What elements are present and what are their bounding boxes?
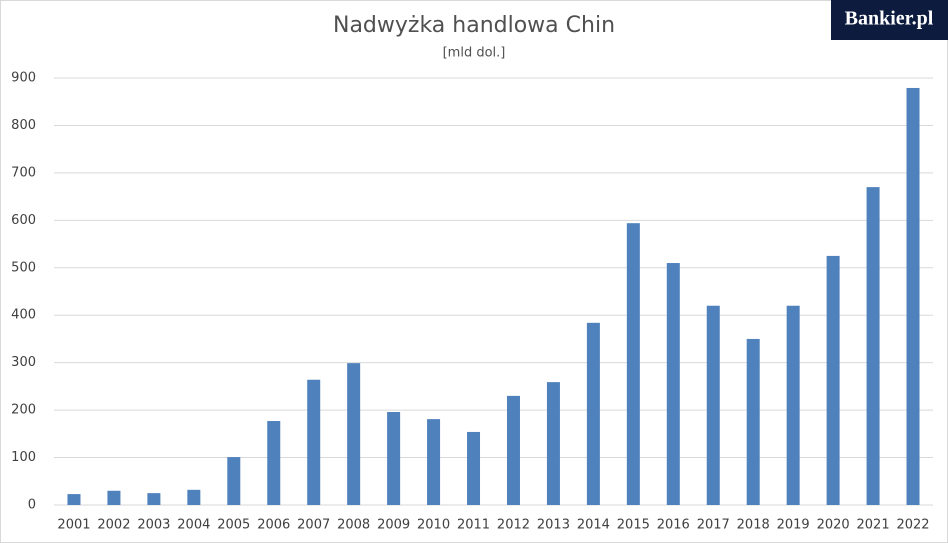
y-tick-label: 900 (11, 71, 36, 86)
bar (546, 382, 560, 505)
x-tick-label: 2020 (817, 518, 850, 533)
chart-title: Nadwyżka handlowa Chin (333, 13, 615, 38)
bar (467, 431, 481, 505)
bar (147, 493, 161, 505)
y-tick-label: 0 (28, 498, 36, 513)
bar (347, 363, 361, 505)
bar (786, 305, 800, 505)
bar (387, 412, 401, 505)
x-tick-label: 2008 (337, 518, 370, 533)
x-tick-label: 2016 (657, 518, 690, 533)
x-tick-label: 2002 (97, 518, 130, 533)
x-tick-label: 2018 (737, 518, 770, 533)
y-tick-label: 400 (11, 308, 36, 323)
chart-subtitle: [mld dol.] (443, 46, 506, 61)
x-tick-label: 2009 (377, 518, 410, 533)
x-tick-label: 2006 (257, 518, 290, 533)
x-tick-label: 2013 (537, 518, 570, 533)
y-tick-label: 600 (11, 213, 36, 228)
x-tick-label: 2017 (697, 518, 730, 533)
x-tick-label: 2011 (457, 518, 490, 533)
y-tick-label: 100 (11, 450, 36, 465)
x-tick-label: 2004 (177, 518, 210, 533)
x-tick-label: 2021 (857, 518, 890, 533)
x-tick-label: 2022 (896, 518, 929, 533)
bar (307, 379, 321, 505)
logo-box (831, 0, 948, 40)
bar (706, 305, 720, 505)
bar (187, 489, 201, 505)
y-tick-label: 500 (11, 260, 36, 275)
x-tick-label: 2007 (297, 518, 330, 533)
x-tick-label: 2014 (577, 518, 610, 533)
bar (267, 421, 281, 505)
bar (506, 395, 520, 505)
bar (227, 457, 241, 505)
bar (67, 494, 81, 505)
x-tick-label: 2012 (497, 518, 530, 533)
bar (826, 255, 840, 505)
bar (586, 322, 600, 505)
bar (666, 263, 680, 505)
bar (866, 187, 880, 505)
x-tick-label: 2003 (137, 518, 170, 533)
bar (107, 490, 121, 505)
bar (626, 223, 640, 505)
x-tick-label: 2005 (217, 518, 250, 533)
bar (427, 419, 441, 505)
logo: Bankier.pl (845, 8, 934, 30)
x-tick-label: 2010 (417, 518, 450, 533)
y-tick-label: 200 (11, 403, 36, 418)
x-tick-label: 2001 (57, 518, 90, 533)
x-tick-label: 2015 (617, 518, 650, 533)
y-tick-label: 700 (11, 165, 36, 180)
y-tick-label: 800 (11, 118, 36, 133)
x-tick-label: 2019 (777, 518, 810, 533)
bar (906, 87, 920, 506)
bar (746, 338, 760, 505)
y-tick-label: 300 (11, 355, 36, 370)
